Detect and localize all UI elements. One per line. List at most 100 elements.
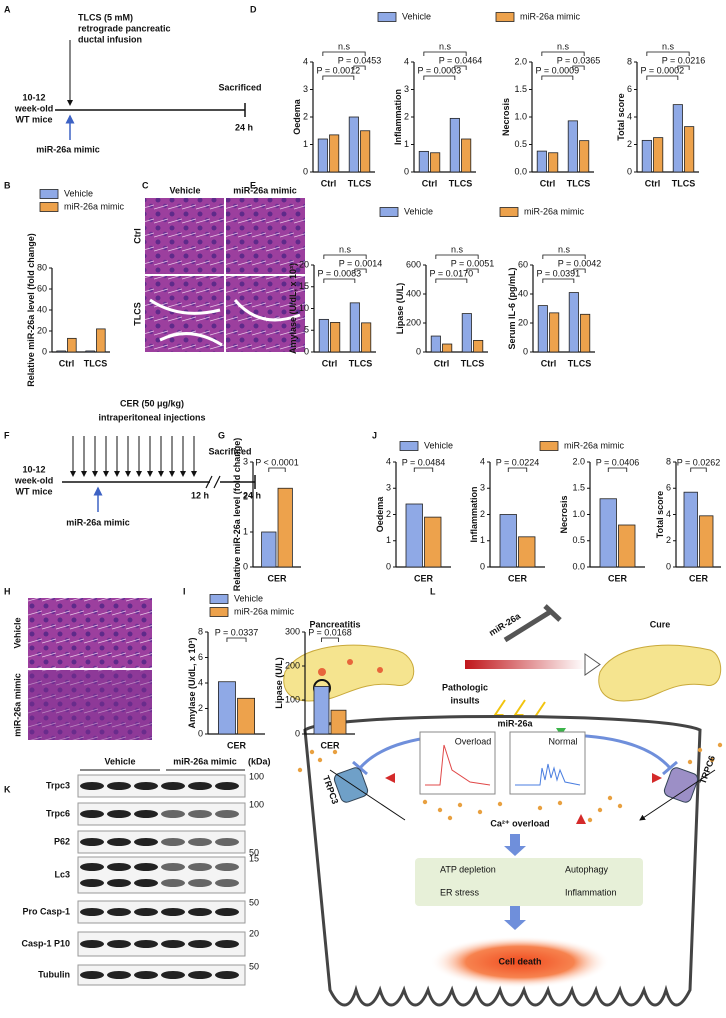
bar <box>461 313 472 353</box>
insult-label: Pathologic <box>442 682 488 692</box>
significance-bracket <box>423 75 456 80</box>
y-tick-label: 200 <box>285 660 300 670</box>
lesion <box>377 667 383 673</box>
y-tick-label: 0.0 <box>572 561 585 571</box>
legend-label: Vehicle <box>402 11 431 21</box>
calcium-ion <box>457 802 463 808</box>
blot-band <box>161 879 185 887</box>
histology-image <box>226 276 305 352</box>
x-tick-label: CER <box>227 740 247 750</box>
kda-marker: 15 <box>249 853 259 863</box>
y-tick-label: 0 <box>386 561 391 571</box>
blot-band <box>161 908 185 916</box>
y-axis-label: Serum IL-6 (pg/mL) <box>507 267 517 349</box>
calcium-ions <box>297 742 723 823</box>
bar <box>313 686 330 735</box>
y-tick-label: 6 <box>627 84 632 94</box>
y-tick-label: 0 <box>304 346 309 356</box>
calcium-ion <box>597 807 603 813</box>
significance-bracket <box>413 467 434 472</box>
calcium-ion <box>687 759 693 765</box>
significance-bracket <box>541 51 585 56</box>
legend-label: Vehicle <box>64 188 93 198</box>
mice-text: WT mice <box>15 114 52 124</box>
group-label: Vehicle <box>104 756 135 766</box>
calcium-ion <box>587 817 593 823</box>
y-tick-label: 4 <box>480 456 485 466</box>
treatment-text: ductal infusion <box>78 34 142 44</box>
p-value: n.s <box>557 41 570 51</box>
bar <box>330 709 347 735</box>
calcium-ion <box>477 809 483 815</box>
histology-image <box>145 198 224 274</box>
syringe <box>503 604 562 643</box>
blot-band <box>107 782 131 790</box>
kda-marker: 50 <box>249 847 259 857</box>
cell-death-glow <box>430 936 610 988</box>
bar <box>67 337 77 353</box>
panel-label: B <box>4 180 11 190</box>
bar <box>361 322 372 353</box>
x-tick-label: Ctrl <box>422 178 438 188</box>
y-tick-label: 60 <box>518 259 528 269</box>
bar <box>430 335 441 353</box>
panel-label: J <box>372 430 377 440</box>
inhibition-bar <box>352 760 678 776</box>
y-tick-label: 10 <box>299 303 309 313</box>
y-axis-label: Relative miR-26a level (fold change) <box>26 233 36 387</box>
bar <box>329 134 340 173</box>
x-tick-label: TLCS <box>568 358 592 368</box>
y-axis-label: Inflammation <box>393 89 403 145</box>
panel-label: F <box>4 430 10 440</box>
significance-bracket <box>646 75 679 80</box>
p-value: P = 0.0168 <box>308 627 352 637</box>
y-tick-label: 400 <box>406 288 421 298</box>
legend-swatch <box>209 607 229 617</box>
calcium-label: Ca²⁺ overload <box>490 818 549 828</box>
x-tick-label: TLCS <box>349 358 373 368</box>
blot-band <box>161 971 185 979</box>
p-value: P = 0.0083 <box>318 268 362 278</box>
histology-image <box>28 670 152 740</box>
y-tick-label: 40 <box>518 288 528 298</box>
x-tick-label: CER <box>608 573 628 583</box>
blot-band <box>80 940 104 948</box>
p-value: P = 0.0003 <box>418 65 462 75</box>
bar <box>405 503 423 568</box>
p-value: P = 0.0170 <box>430 268 474 278</box>
bar <box>56 350 66 353</box>
calcium-ion <box>447 815 453 821</box>
legend-swatch <box>39 189 59 199</box>
blot-band <box>188 863 212 871</box>
blot-band <box>188 838 212 846</box>
protein-label: Trpc3 <box>46 780 70 790</box>
protein-label: P62 <box>54 836 70 846</box>
y-tick-label: 40 <box>37 304 47 314</box>
p-value: P = 0.0216 <box>662 55 706 65</box>
p-value: P = 0.0464 <box>439 55 483 65</box>
panel-label: C <box>142 180 149 190</box>
end-text: Sacrificed <box>208 446 251 456</box>
protein-label: Casp-1 P10 <box>21 938 70 948</box>
legend-label: Vehicle <box>404 206 433 216</box>
y-tick-label: 6 <box>198 652 203 662</box>
panel-label: K <box>4 784 11 794</box>
legend-swatch <box>39 202 59 212</box>
y-tick-label: 4 <box>404 56 409 66</box>
y-tick-label: 0 <box>404 166 409 176</box>
effect-label: ER stress <box>440 887 480 897</box>
flow-arrow <box>504 834 526 930</box>
column-label: miR-26a mimic <box>233 185 297 195</box>
panel-label: D <box>250 4 257 14</box>
blot-band <box>215 908 239 916</box>
y-tick-label: 80 <box>37 262 47 272</box>
p-value: P = 0.0042 <box>558 258 602 268</box>
bar <box>684 126 695 173</box>
y-tick-label: 2 <box>480 509 485 519</box>
p-value: P = 0.0453 <box>338 55 382 65</box>
blot-band <box>80 838 104 846</box>
x-tick-label: Ctrl <box>540 178 556 188</box>
calcium-ion <box>317 757 323 763</box>
bar <box>277 487 293 568</box>
bar <box>599 498 617 568</box>
